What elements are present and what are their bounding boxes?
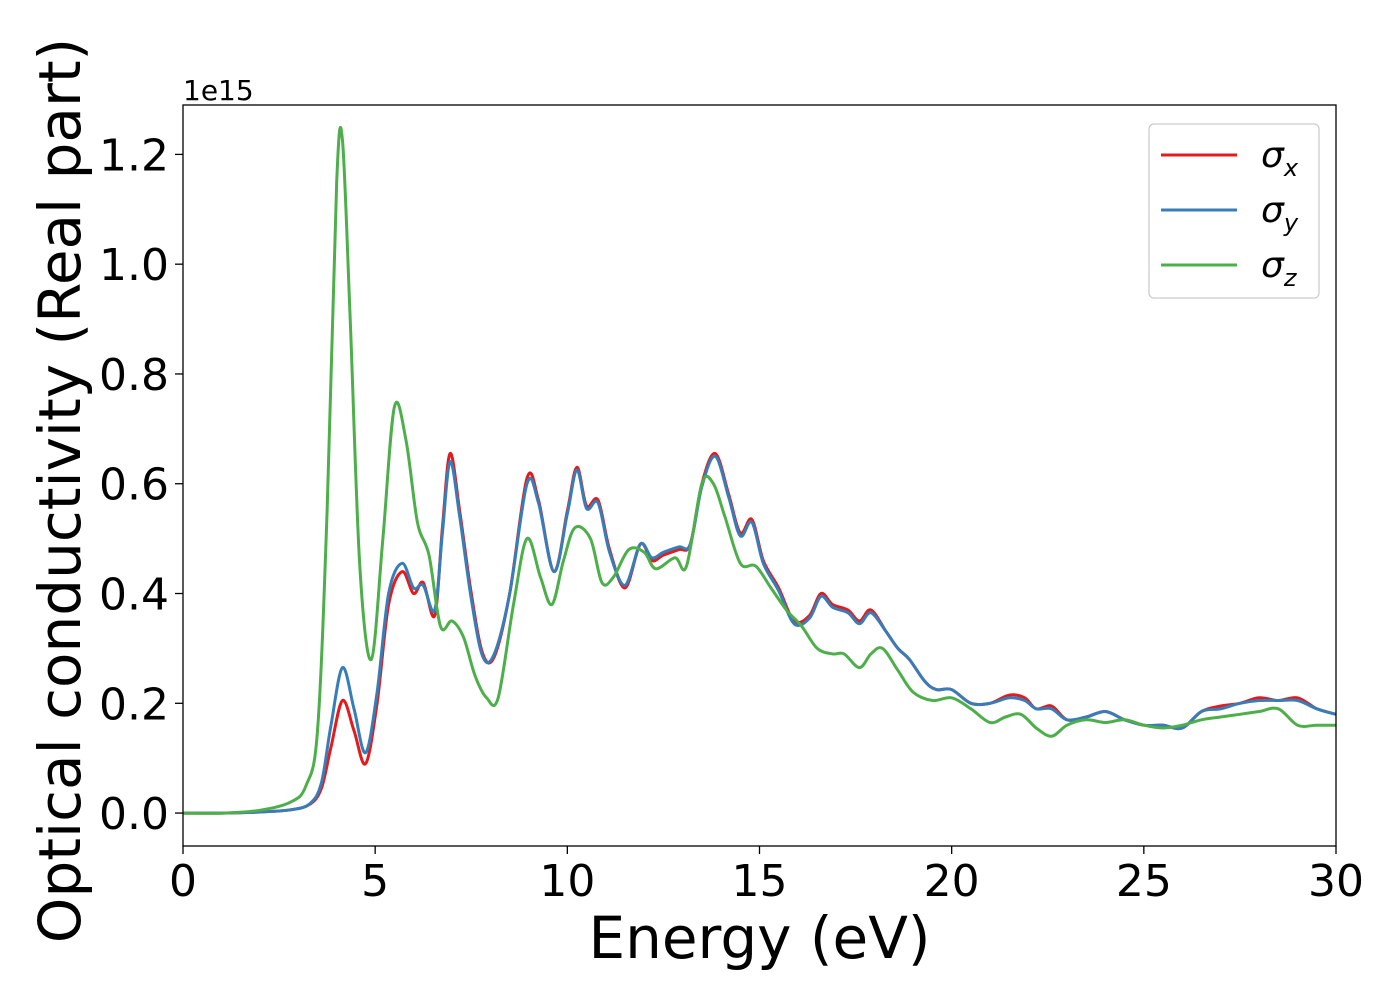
- x-axis-ticks: 0 5 10 15 20 25 30: [169, 846, 1364, 907]
- y-axis-label: Optical conductivity (Real part): [26, 38, 94, 943]
- y-tick-label: 0.0: [99, 789, 169, 840]
- legend-label-subscript: z: [1283, 264, 1298, 292]
- y-tick-label: 0.2: [99, 679, 169, 730]
- x-tick-label: 20: [924, 856, 980, 907]
- y-tick-label: 0.6: [99, 460, 169, 511]
- y-tick-label: 1.0: [99, 240, 169, 291]
- x-tick-label: 30: [1308, 856, 1364, 907]
- x-axis-label: Energy (eV): [588, 904, 930, 972]
- x-tick-label: 10: [539, 856, 595, 907]
- y-tick-label: 1.2: [99, 130, 169, 181]
- series-line-z: [183, 126, 1336, 815]
- legend-label-subscript: x: [1283, 154, 1299, 182]
- x-tick-label: 15: [732, 856, 788, 907]
- y-offset-label: 1e15: [183, 74, 254, 107]
- series-layer: [183, 126, 1336, 815]
- x-tick-label: 0: [169, 856, 197, 907]
- series-line-y: [183, 454, 1336, 815]
- y-tick-label: 0.8: [99, 350, 169, 401]
- y-axis-ticks: 0.0 0.2 0.4 0.6 0.8 1.0 1.2: [99, 130, 183, 840]
- x-tick-label: 25: [1116, 856, 1172, 907]
- legend-label-subscript: y: [1283, 209, 1299, 237]
- y-tick-label: 0.4: [99, 570, 169, 621]
- x-tick-label: 5: [361, 856, 389, 907]
